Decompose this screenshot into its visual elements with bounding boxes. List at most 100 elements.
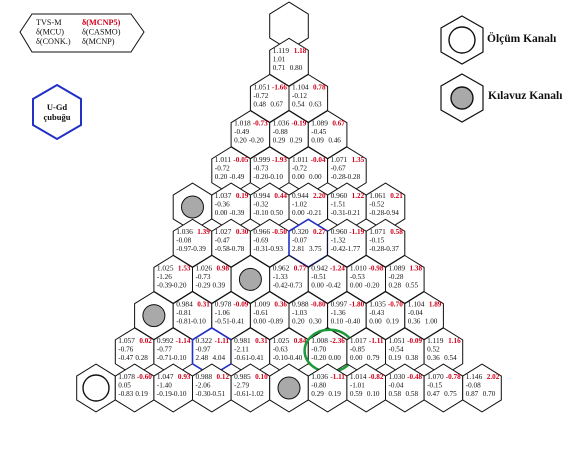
mcnp-delta: -0.40 xyxy=(345,318,360,326)
conk-delta: 0.20 xyxy=(234,137,247,145)
mcnp-delta: 0.00 xyxy=(328,354,341,362)
mcnp5-delta: -0.48 xyxy=(407,373,422,381)
tvsm-value: 0.988 xyxy=(196,372,213,381)
mcu-delta: -0.85 xyxy=(350,345,365,353)
tvsm-value: 0.978 xyxy=(215,300,232,309)
mcnp5-delta: 0.19 xyxy=(236,192,249,200)
conk-delta: 0.19 xyxy=(389,354,402,362)
mcu-delta: -0.70 xyxy=(311,345,326,353)
tvsm-value: 1.119 xyxy=(427,336,444,345)
mcnp5-delta: 0.44 xyxy=(274,192,287,200)
tvsm-value: 1.027 xyxy=(215,227,232,236)
guide-channel-legend-icon xyxy=(450,86,474,110)
conk-delta: 0.10 xyxy=(331,318,344,326)
tvsm-value: 1.089 xyxy=(311,119,328,128)
mcnp5-delta: 0.77 xyxy=(294,264,307,272)
mcu-delta: -0.76 xyxy=(118,345,133,353)
tvsm-value: 1.037 xyxy=(215,191,232,200)
tvsm-value: 1.057 xyxy=(118,336,135,345)
mcu-delta: -1.33 xyxy=(273,273,288,281)
conk-delta: -0.28 xyxy=(331,173,346,181)
mcu-delta: -1.40 xyxy=(157,382,172,390)
guide-channel-icon xyxy=(181,195,204,219)
legend-box xyxy=(0,0,1,1)
tvsm-value: 0.960 xyxy=(331,227,348,236)
conk-delta: 0.71 xyxy=(273,64,286,72)
ugd-rod-legend-icon xyxy=(32,83,82,141)
conk-delta: -0.61 xyxy=(234,390,249,398)
conk-delta: -0.19 xyxy=(157,390,172,398)
mcnp5-delta: 0.02 xyxy=(139,337,152,345)
tvsm-value: 1.036 xyxy=(311,372,328,381)
conk-delta: 0.47 xyxy=(427,390,440,398)
conk-delta: 0.87 xyxy=(466,390,479,398)
mcu-delta: -0.52 xyxy=(369,201,384,209)
mcnp-delta: 0.75 xyxy=(444,390,457,398)
mcnp-delta: 1.00 xyxy=(425,318,438,326)
mcnp5-delta: 0.84 xyxy=(294,337,307,345)
conk-delta: -0.39 xyxy=(157,281,172,289)
mcnp5-delta: 2.20 xyxy=(313,192,326,200)
conk-delta: -0.97 xyxy=(176,245,191,253)
mcnp5-delta: 1.16 xyxy=(448,337,461,345)
tvsm-value: 1.051 xyxy=(389,336,406,345)
conk-delta: -0.29 xyxy=(196,281,211,289)
mcnp-delta: 0.46 xyxy=(328,137,341,145)
mcnp5-delta: -0.19 xyxy=(291,120,306,128)
mcu-delta: -0.53 xyxy=(350,273,365,281)
conk-delta: -0.42 xyxy=(331,245,346,253)
conk-delta: 2.48 xyxy=(196,354,209,362)
tvsm-value: 1.036 xyxy=(273,119,290,128)
mcnp5-delta: -1.66 xyxy=(272,83,287,91)
conk-delta: -0.71 xyxy=(157,354,172,362)
conk-delta: -0.31 xyxy=(253,245,268,253)
conk-delta: 2.81 xyxy=(292,245,305,253)
tvsm-value: 0.984 xyxy=(176,300,193,309)
mcnp-delta: 0.79 xyxy=(367,354,380,362)
mcnp-delta: 0.55 xyxy=(406,281,419,289)
mcnp5-delta: -1.14 xyxy=(176,337,191,345)
mcnp5-delta: 0.10 xyxy=(255,373,268,381)
ugd-label: U-Gd xyxy=(47,102,68,112)
mcnp5-delta: -2.36 xyxy=(330,337,345,345)
measurement-channel-label: Ölçüm Kanalı xyxy=(487,33,557,45)
mcnp-delta: -0.10 xyxy=(268,173,283,181)
tvsm-value: 1.119 xyxy=(273,46,290,55)
mcnp5-delta: 1.22 xyxy=(352,192,365,200)
guide-channel-icon xyxy=(238,267,262,291)
conk-delta: -0.10 xyxy=(273,354,288,362)
guide-channel-icon xyxy=(277,376,301,400)
mcu-delta: 0.05 xyxy=(118,382,131,390)
mcnp-delta: -0.20 xyxy=(249,137,264,145)
mcnp5-delta: -1.11 xyxy=(369,337,384,345)
legend-left-2: δ(CONK.) xyxy=(36,37,71,46)
mcu-delta: -0.72 xyxy=(253,92,268,100)
mcnp5-delta: -1.93 xyxy=(272,156,287,164)
mcnp-delta: -0.49 xyxy=(229,173,244,181)
mcnp-delta: -0.10 xyxy=(191,318,206,326)
tvsm-value: 1.071 xyxy=(331,155,348,164)
mcu-delta: -1.26 xyxy=(157,273,172,281)
conk-delta: 0.36 xyxy=(408,318,421,326)
conk-delta: -0.20 xyxy=(253,173,268,181)
conk-delta: 0.20 xyxy=(215,173,228,181)
mcu-delta: -1.06 xyxy=(215,309,230,317)
mcnp5-delta: -0.82 xyxy=(369,373,384,381)
mcnp5-delta: -0.70 xyxy=(388,301,403,309)
mcnp-delta: 0.63 xyxy=(309,100,322,108)
mcnp5-delta: -1.11 xyxy=(330,373,345,381)
tvsm-value: 1.017 xyxy=(350,336,367,345)
tvsm-value: 0.997 xyxy=(331,300,348,309)
mcu-delta: -1.02 xyxy=(292,201,307,209)
tvsm-value: 1.010 xyxy=(350,263,367,272)
mcnp-delta: 0.19 xyxy=(135,390,148,398)
mcnp-delta: 4.04 xyxy=(213,354,226,362)
legend-left-0: TVS-M xyxy=(36,18,62,27)
ugd-label-2: çubuğu xyxy=(44,112,71,122)
mcnp-delta: -0.51 xyxy=(210,390,225,398)
mcnp5-delta: 0.31 xyxy=(255,337,268,345)
conk-delta: 0.58 xyxy=(389,390,402,398)
mcu-delta: -1.32 xyxy=(331,237,346,245)
mcnp5-delta: 1.39 xyxy=(197,228,210,236)
